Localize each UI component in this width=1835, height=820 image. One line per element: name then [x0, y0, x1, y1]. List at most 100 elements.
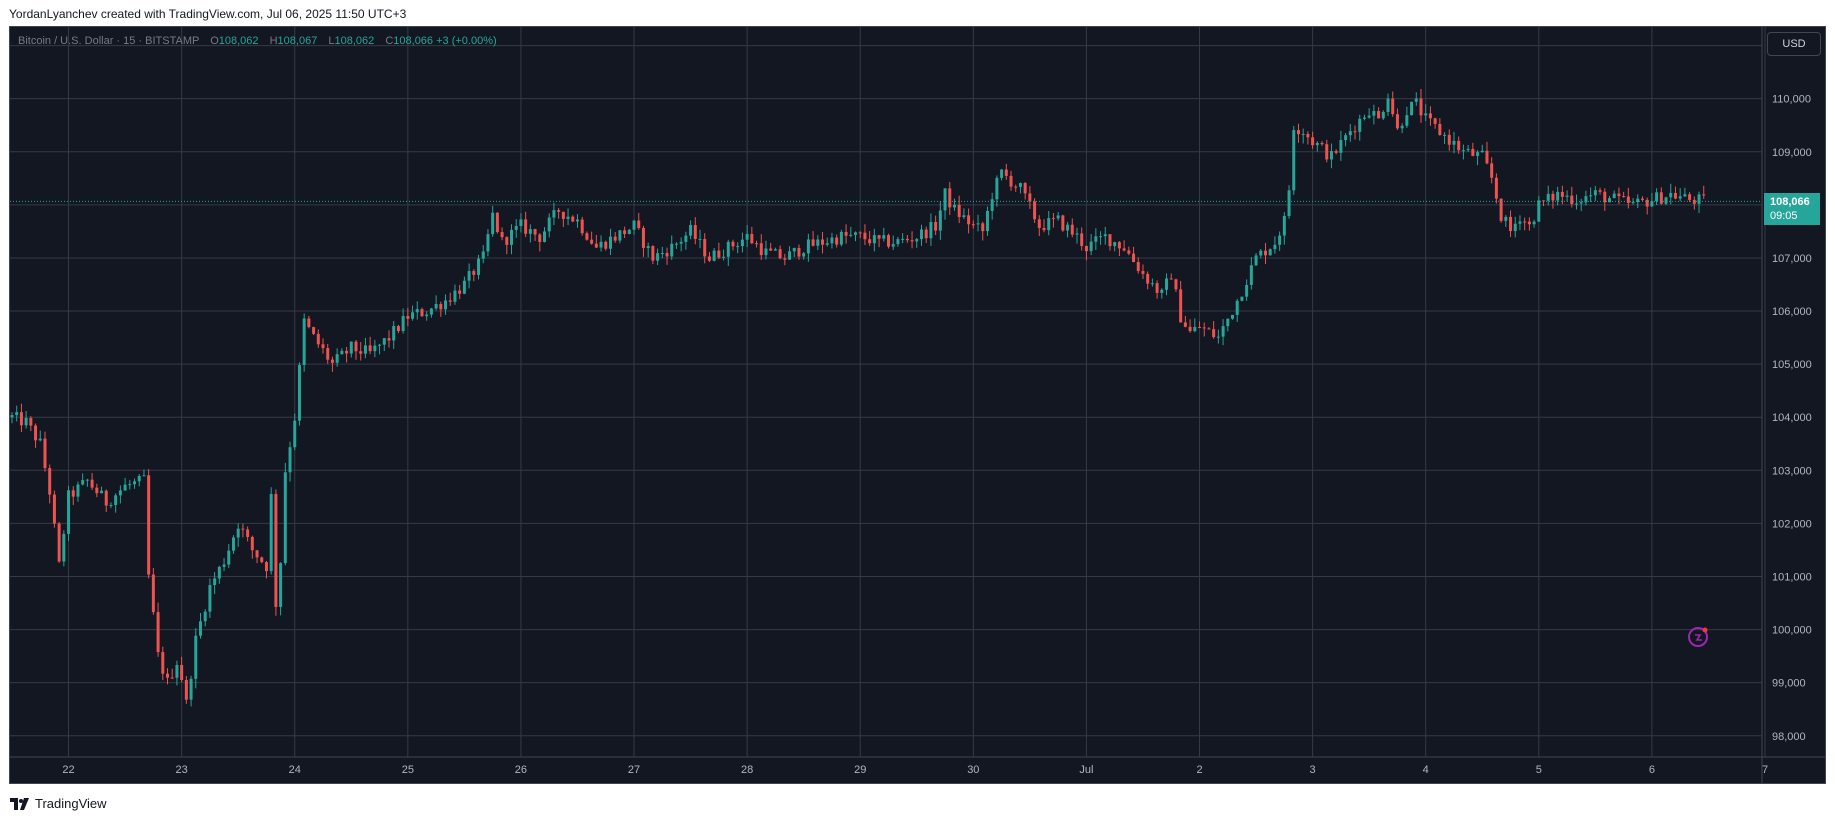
candle-body — [656, 253, 660, 261]
candle-body — [345, 350, 349, 354]
candle-body — [1084, 245, 1088, 252]
candle-body — [330, 359, 334, 363]
candle-body — [1240, 296, 1244, 301]
candle-body — [156, 612, 160, 653]
candle-body — [264, 562, 268, 572]
candle-body — [62, 533, 66, 562]
candle-body — [641, 228, 645, 249]
candle-body — [769, 248, 773, 251]
candle-body — [1565, 195, 1569, 197]
candle-body — [561, 211, 565, 219]
symbol-description[interactable]: Bitcoin / U.S. Dollar · 15 · BITSTAMP — [18, 35, 200, 47]
time-tick-label: 30 — [967, 764, 979, 776]
candle-body — [458, 290, 462, 294]
candle-body — [429, 308, 433, 315]
time-tick-label: 27 — [628, 764, 640, 776]
candle-body — [1296, 130, 1300, 135]
candle-body — [142, 475, 146, 477]
candle-body — [1136, 262, 1140, 272]
candle-body — [1165, 278, 1169, 290]
candle-body — [368, 345, 372, 352]
candle-body — [24, 418, 28, 426]
candle-body — [580, 219, 584, 234]
candle-body — [1301, 133, 1305, 135]
candle-body — [396, 326, 400, 332]
candle-body — [755, 243, 759, 245]
candle-body — [670, 243, 674, 257]
candle-body — [128, 484, 132, 486]
candle-body — [510, 229, 514, 245]
candle-body — [359, 351, 363, 354]
close-value: 108,066 — [393, 35, 434, 47]
candle-body — [1014, 186, 1018, 188]
candle-body — [590, 239, 594, 244]
candle-body — [1320, 143, 1324, 145]
candle-body — [1372, 111, 1376, 116]
time-tick-label: 26 — [515, 764, 527, 776]
candle-body — [788, 251, 792, 260]
candle-body — [872, 235, 876, 244]
candle-body — [1263, 250, 1267, 256]
candle-body — [1160, 289, 1164, 293]
candle-body — [1499, 198, 1503, 221]
candle-body — [1273, 244, 1277, 250]
candle-body — [194, 635, 198, 679]
time-tick-label: 3 — [1310, 764, 1316, 776]
candle-body — [524, 219, 528, 234]
candle-body — [175, 664, 179, 678]
tv-logo-icon — [10, 797, 29, 810]
candle-body — [170, 677, 174, 679]
candle-body — [995, 177, 999, 200]
chart-pane[interactable]: 98,000 99,000 100,000 101,000 102,000 103,000… — [9, 26, 1826, 784]
candle-body — [1146, 273, 1150, 284]
candle-body — [1428, 113, 1432, 119]
candle-body — [250, 536, 254, 551]
candle-body — [1132, 253, 1136, 263]
candle-body — [1537, 200, 1541, 222]
time-tick-label: 7 — [1762, 764, 1768, 776]
candle-body — [613, 236, 617, 241]
candle-body — [707, 256, 711, 261]
candle-body — [1692, 199, 1696, 204]
candle-body — [486, 234, 490, 252]
candles — [10, 89, 1706, 707]
candle-body — [382, 338, 386, 345]
candle-body — [1603, 191, 1607, 203]
candle-body — [519, 219, 523, 227]
candle-body — [934, 221, 938, 231]
candle-body — [373, 345, 377, 352]
candle-body — [1066, 224, 1070, 231]
candle-body — [627, 229, 631, 234]
sparkle-replay-icon[interactable] — [1688, 627, 1708, 647]
candle-body — [1504, 216, 1508, 221]
candle-body — [985, 210, 989, 232]
candle-body — [1193, 326, 1197, 332]
candle-body — [161, 652, 165, 674]
currency-button[interactable]: USD — [1767, 32, 1821, 56]
candle-body — [1673, 192, 1677, 199]
candle-body — [830, 237, 834, 244]
candle-body — [1702, 194, 1706, 196]
tradingview-footer[interactable]: TradingView — [10, 796, 107, 811]
candle-body — [500, 232, 504, 238]
candle-body — [1339, 140, 1343, 153]
candle-body — [821, 239, 825, 245]
candle-body — [585, 233, 589, 240]
candle-body — [1617, 193, 1621, 197]
candle-body — [147, 475, 151, 575]
candle-body — [1113, 242, 1117, 247]
candle-body — [1268, 249, 1272, 256]
candle-body — [1405, 115, 1409, 126]
candle-body — [425, 314, 429, 317]
candle-body — [491, 212, 495, 235]
candle-body — [731, 241, 735, 247]
candle-body — [217, 566, 221, 579]
time-tick-label: 28 — [741, 764, 753, 776]
candle-body — [1221, 326, 1225, 337]
candle-body — [1344, 135, 1348, 141]
candle-body — [1513, 223, 1517, 232]
candle-body — [1080, 233, 1084, 246]
chart-svg[interactable]: 98,000 99,000 100,000 101,000 102,000 103,000… — [10, 27, 1825, 783]
last-price-tag: 108,066 09:05 — [1764, 193, 1820, 226]
candle-body — [1329, 151, 1333, 160]
